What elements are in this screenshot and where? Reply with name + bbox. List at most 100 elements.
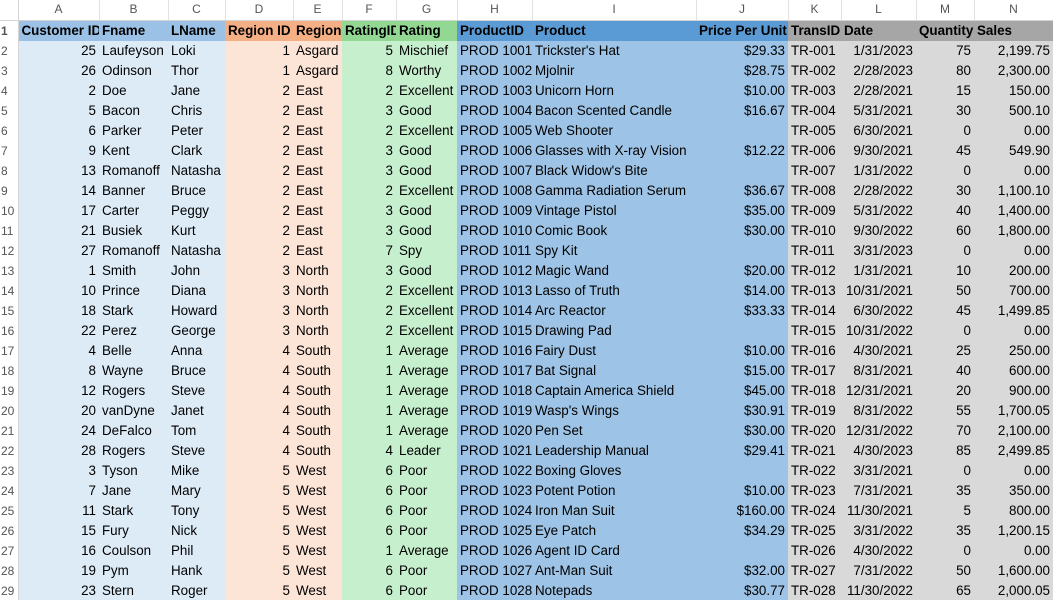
cell-rating-id[interactable]: 1: [342, 420, 396, 441]
cell-rating[interactable]: Good: [396, 200, 457, 221]
header-cell-rating-id[interactable]: RatingID: [342, 20, 396, 41]
cell-region[interactable]: South: [293, 400, 342, 421]
cell-quantity[interactable]: 45: [916, 140, 974, 161]
cell-sales[interactable]: 2,499.85: [974, 440, 1053, 461]
cell-quantity[interactable]: 55: [916, 400, 974, 421]
cell-lname[interactable]: Anna: [168, 340, 225, 361]
row-number[interactable]: 29: [0, 580, 19, 600]
cell-product-id[interactable]: PROD 1008: [457, 180, 532, 201]
column-header-m[interactable]: M: [916, 0, 975, 21]
cell-date[interactable]: 9/30/2022: [841, 220, 916, 241]
cell-sales[interactable]: 2,100.00: [974, 420, 1053, 441]
cell-customer-id[interactable]: 19: [18, 560, 99, 581]
cell-region-id[interactable]: 5: [225, 500, 293, 521]
cell-price-per-unit[interactable]: $28.75: [696, 60, 788, 81]
cell-rating[interactable]: Leader: [396, 440, 457, 461]
cell-product-id[interactable]: PROD 1009: [457, 200, 532, 221]
cell-product-id[interactable]: PROD 1003: [457, 80, 532, 101]
cell-region-id[interactable]: 4: [225, 440, 293, 461]
cell-rating-id[interactable]: 2: [342, 180, 396, 201]
cell-quantity[interactable]: 0: [916, 540, 974, 561]
cell-region[interactable]: East: [293, 120, 342, 141]
cell-fname[interactable]: Fury: [99, 520, 168, 541]
cell-lname[interactable]: Tom: [168, 420, 225, 441]
cell-rating-id[interactable]: 1: [342, 360, 396, 381]
cell-fname[interactable]: Rogers: [99, 440, 168, 461]
cell-quantity[interactable]: 0: [916, 320, 974, 341]
cell-lname[interactable]: Jane: [168, 80, 225, 101]
cell-customer-id[interactable]: 5: [18, 100, 99, 121]
cell-product-id[interactable]: PROD 1017: [457, 360, 532, 381]
cell-sales[interactable]: 900.00: [974, 380, 1053, 401]
cell-rating-id[interactable]: 4: [342, 440, 396, 461]
cell-rating[interactable]: Average: [396, 400, 457, 421]
cell-product-id[interactable]: PROD 1016: [457, 340, 532, 361]
column-header-k[interactable]: K: [788, 0, 842, 21]
cell-customer-id[interactable]: 27: [18, 240, 99, 261]
cell-quantity[interactable]: 0: [916, 120, 974, 141]
cell-lname[interactable]: Nick: [168, 520, 225, 541]
cell-rating-id[interactable]: 6: [342, 500, 396, 521]
cell-customer-id[interactable]: 7: [18, 480, 99, 501]
row-number[interactable]: 16: [0, 320, 19, 341]
cell-price-per-unit[interactable]: $45.00: [696, 380, 788, 401]
cell-lname[interactable]: Tony: [168, 500, 225, 521]
cell-customer-id[interactable]: 28: [18, 440, 99, 461]
cell-region[interactable]: South: [293, 440, 342, 461]
cell-product[interactable]: Notepads: [532, 580, 696, 600]
cell-product[interactable]: Unicorn Horn: [532, 80, 696, 101]
cell-date[interactable]: 1/31/2022: [841, 160, 916, 181]
cell-date[interactable]: 9/30/2021: [841, 140, 916, 161]
row-number[interactable]: 9: [0, 180, 19, 201]
cell-customer-id[interactable]: 16: [18, 540, 99, 561]
cell-date[interactable]: 10/31/2022: [841, 320, 916, 341]
cell-region[interactable]: West: [293, 480, 342, 501]
cell-rating[interactable]: Average: [396, 340, 457, 361]
cell-fname[interactable]: Carter: [99, 200, 168, 221]
cell-price-per-unit[interactable]: [696, 320, 788, 341]
cell-region-id[interactable]: 5: [225, 480, 293, 501]
cell-quantity[interactable]: 60: [916, 220, 974, 241]
cell-region-id[interactable]: 2: [225, 160, 293, 181]
cell-date[interactable]: 4/30/2023: [841, 440, 916, 461]
cell-customer-id[interactable]: 20: [18, 400, 99, 421]
cell-region[interactable]: West: [293, 460, 342, 481]
cell-fname[interactable]: Rogers: [99, 380, 168, 401]
cell-rating-id[interactable]: 3: [342, 200, 396, 221]
header-cell-region[interactable]: Region: [293, 20, 342, 41]
cell-price-per-unit[interactable]: $33.33: [696, 300, 788, 321]
cell-trans-id[interactable]: TR-017: [788, 360, 841, 381]
cell-trans-id[interactable]: TR-005: [788, 120, 841, 141]
cell-product-id[interactable]: PROD 1018: [457, 380, 532, 401]
cell-customer-id[interactable]: 18: [18, 300, 99, 321]
cell-date[interactable]: 2/28/2022: [841, 180, 916, 201]
row-number[interactable]: 23: [0, 460, 19, 481]
cell-region-id[interactable]: 2: [225, 240, 293, 261]
cell-rating-id[interactable]: 6: [342, 520, 396, 541]
cell-trans-id[interactable]: TR-015: [788, 320, 841, 341]
cell-fname[interactable]: Parker: [99, 120, 168, 141]
cell-rating[interactable]: Excellent: [396, 120, 457, 141]
cell-sales[interactable]: 1,499.85: [974, 300, 1053, 321]
cell-lname[interactable]: Natasha: [168, 160, 225, 181]
cell-lname[interactable]: Bruce: [168, 180, 225, 201]
cell-region[interactable]: North: [293, 320, 342, 341]
cell-rating[interactable]: Good: [396, 100, 457, 121]
row-number[interactable]: 11: [0, 220, 19, 241]
cell-rating-id[interactable]: 8: [342, 60, 396, 81]
cell-trans-id[interactable]: TR-011: [788, 240, 841, 261]
cell-customer-id[interactable]: 14: [18, 180, 99, 201]
cell-customer-id[interactable]: 17: [18, 200, 99, 221]
header-cell-date[interactable]: Date: [841, 20, 916, 41]
cell-fname[interactable]: Jane: [99, 480, 168, 501]
cell-trans-id[interactable]: TR-022: [788, 460, 841, 481]
cell-customer-id[interactable]: 6: [18, 120, 99, 141]
cell-trans-id[interactable]: TR-001: [788, 40, 841, 61]
cell-region[interactable]: North: [293, 280, 342, 301]
cell-region[interactable]: West: [293, 580, 342, 600]
cell-price-per-unit[interactable]: $10.00: [696, 80, 788, 101]
cell-date[interactable]: 11/30/2021: [841, 500, 916, 521]
cell-quantity[interactable]: 5: [916, 500, 974, 521]
header-cell-lname[interactable]: LName: [168, 20, 225, 41]
row-number[interactable]: 25: [0, 500, 19, 521]
